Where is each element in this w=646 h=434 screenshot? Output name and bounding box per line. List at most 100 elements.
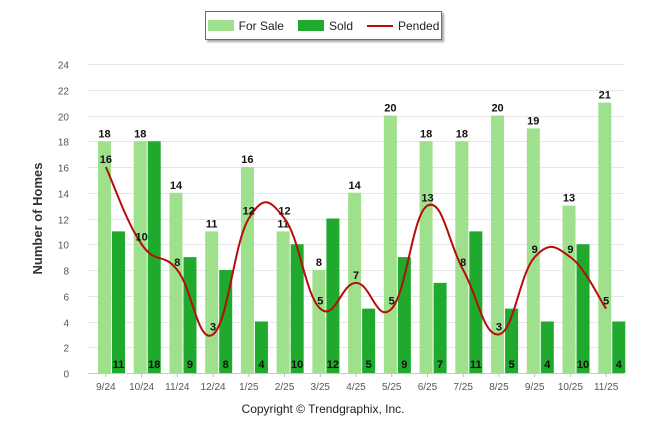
y-axis-title: Number of Homes (30, 163, 45, 275)
x-tick-label: 1/25 (239, 382, 259, 393)
data-label-pended: 13 (421, 193, 433, 205)
data-label-sold: 10 (577, 359, 589, 371)
bar-sold (326, 218, 340, 373)
data-label-for-sale: 16 (241, 154, 253, 166)
data-label-sold: 9 (401, 359, 407, 371)
y-tick-label: 18 (58, 138, 70, 149)
bar-for-sale (491, 115, 505, 373)
x-tick-label: 11/25 (594, 382, 619, 393)
y-tick-label: 12 (58, 216, 70, 227)
x-tick-label: 6/25 (418, 382, 438, 393)
bar-sold (254, 321, 268, 373)
data-label-for-sale: 11 (277, 218, 289, 230)
bar-for-sale (383, 115, 397, 373)
data-label-sold: 11 (113, 359, 125, 371)
data-label-pended: 12 (278, 206, 290, 218)
bar-sold (362, 308, 376, 373)
data-label-sold: 8 (223, 359, 229, 371)
pended-line (104, 166, 607, 337)
y-tick-label: 6 (63, 293, 69, 304)
data-label-for-sale: 14 (349, 180, 362, 192)
bar-sold (612, 321, 626, 373)
x-tick-label: 10/25 (558, 382, 583, 393)
data-label-for-sale: 21 (599, 90, 611, 102)
data-label-sold: 5 (509, 359, 515, 371)
data-label-for-sale: 20 (491, 103, 503, 115)
y-tick-label: 2 (63, 344, 69, 355)
data-label-pended: 5 (389, 296, 395, 308)
data-label-for-sale: 20 (384, 103, 396, 115)
x-tick-label: 12/24 (201, 382, 226, 393)
legend-swatch-pended (367, 24, 393, 27)
bar-for-sale (240, 167, 254, 373)
data-label-pended: 10 (135, 231, 147, 243)
y-tick-label: 0 (63, 370, 69, 381)
data-label-sold: 7 (437, 359, 443, 371)
data-label-sold: 4 (258, 359, 265, 371)
bar-for-sale (169, 192, 183, 373)
legend-label-for-sale: For Sale (238, 18, 284, 33)
x-tick-label: 7/25 (453, 382, 473, 393)
bar-for-sale (98, 141, 111, 373)
legend-label-pended: Pended (398, 18, 440, 33)
bar-for-sale (276, 231, 290, 373)
bar-for-sale (312, 270, 326, 373)
legend-swatch-for-sale (207, 20, 234, 31)
bar-sold (219, 270, 233, 373)
data-label-pended: 5 (603, 296, 609, 308)
data-label-for-sale: 18 (420, 128, 432, 140)
data-label-sold: 4 (544, 359, 551, 371)
y-tick-label: 22 (58, 87, 70, 98)
data-label-sold: 11 (470, 359, 482, 371)
data-label-for-sale: 18 (134, 128, 146, 140)
x-tick-label: 2/25 (275, 382, 295, 393)
legend-swatch-sold (297, 20, 324, 31)
data-label-sold: 12 (327, 359, 339, 371)
y-tick-label: 16 (58, 164, 70, 175)
legend-item-pended[interactable]: Pended (367, 19, 439, 33)
data-label-for-sale: 11 (206, 218, 218, 230)
x-tick-label: 11/24 (165, 382, 190, 393)
x-tick-label: 8/25 (489, 382, 509, 393)
data-label-sold: 9 (187, 359, 193, 371)
copyright-text: Copyright © Trendgraphix, Inc. (241, 402, 405, 416)
x-tick-label: 5/25 (382, 382, 402, 393)
legend: For Sale Sold Pended (205, 11, 442, 40)
x-tick-label: 9/24 (96, 382, 116, 393)
data-label-pended: 8 (460, 257, 466, 269)
y-tick-label: 8 (63, 267, 69, 278)
legend-item-sold[interactable]: Sold (297, 18, 353, 33)
data-label-for-sale: 18 (456, 128, 468, 140)
data-label-for-sale: 18 (98, 128, 110, 140)
data-label-for-sale: 19 (527, 115, 539, 127)
y-tick-label: 10 (58, 241, 70, 252)
data-label-pended: 3 (210, 321, 216, 333)
bar-sold (540, 321, 554, 373)
data-label-pended: 8 (174, 257, 180, 269)
data-label-for-sale: 8 (316, 257, 322, 269)
bar-for-sale (598, 102, 612, 373)
data-label-pended: 7 (353, 270, 359, 282)
data-label-sold: 5 (366, 359, 372, 371)
data-label-pended: 16 (100, 154, 112, 166)
data-label-pended: 9 (532, 244, 538, 256)
data-label-sold: 18 (148, 359, 160, 371)
bar-for-sale (526, 128, 540, 373)
data-label-pended: 3 (496, 321, 502, 333)
data-label-for-sale: 14 (170, 180, 183, 192)
y-tick-label: 24 (58, 61, 70, 72)
legend-item-for-sale[interactable]: For Sale (207, 18, 284, 33)
x-tick-label: 3/25 (311, 382, 331, 393)
legend-label-sold: Sold (328, 18, 353, 33)
bar-for-sale (562, 205, 576, 373)
bar-for-sale (455, 141, 469, 373)
data-label-pended: 12 (243, 206, 255, 218)
y-tick-label: 20 (58, 113, 70, 124)
y-tick-label: 14 (58, 190, 70, 201)
data-label-sold: 10 (291, 359, 303, 371)
bar-sold (433, 282, 447, 373)
bar-for-sale (205, 231, 219, 373)
bar-sold (290, 244, 304, 373)
x-tick-label: 4/25 (346, 382, 366, 393)
